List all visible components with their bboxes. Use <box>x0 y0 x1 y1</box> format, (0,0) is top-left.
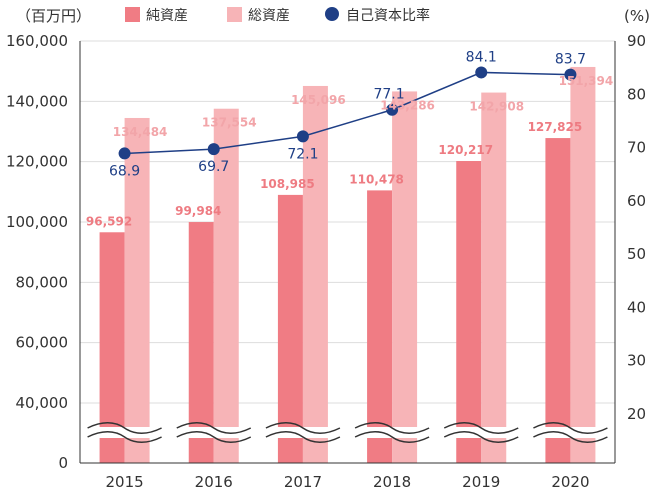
axis-break-wave <box>265 422 341 434</box>
total-assets-value-label: 145,096 <box>291 93 346 107</box>
equity-ratio-point <box>207 143 220 156</box>
gridlines <box>80 40 615 404</box>
right-tick-label: 30 <box>627 352 646 370</box>
left-tick-label: 160,000 <box>6 32 68 50</box>
total-assets-value-label: 151,394 <box>559 74 614 88</box>
axis-break-wave <box>443 422 519 434</box>
axis-break-gap <box>176 427 251 438</box>
axis-break-wave <box>87 431 162 443</box>
legend-marker-equity-ratio <box>325 7 339 21</box>
right-tick-label: 40 <box>627 298 646 316</box>
equity-ratio-line <box>124 71 571 155</box>
axis-break-gap <box>265 427 340 438</box>
axis-breaks <box>87 422 608 443</box>
total-assets-value-label: 143,286 <box>380 98 435 112</box>
total-assets-bar <box>302 85 328 464</box>
ratio-line-series <box>118 66 577 160</box>
total-assets-value-label: 142,908 <box>469 100 524 114</box>
equity-ratio-value-label: 68.9 <box>109 163 140 179</box>
bars <box>99 66 596 464</box>
net-assets-value-label: 99,984 <box>175 204 221 218</box>
axis-break-wave <box>354 431 430 443</box>
left-tick-label: 140,000 <box>6 92 68 110</box>
legend-swatch-net-assets <box>125 7 140 22</box>
equity-ratio-point <box>296 130 309 143</box>
axis-break-gap <box>355 427 430 438</box>
x-tick-label: 2020 <box>551 473 589 491</box>
net-assets-bar <box>367 190 393 464</box>
equity-ratio-value-label: 83.7 <box>555 52 586 68</box>
axes: 0 40,000 60,000 80,000 100,000 120,000 140,000… <box>6 32 646 491</box>
total-assets-value-label: 137,554 <box>202 116 257 130</box>
equity-ratio-point <box>118 147 131 160</box>
total-assets-bar <box>481 92 507 464</box>
right-axis-unit-label: (%) <box>624 7 650 25</box>
net-assets-value-label: 108,985 <box>260 177 315 191</box>
right-tick-label: 90 <box>627 32 646 50</box>
total-assets-bar <box>124 117 150 463</box>
equity-ratio-point <box>564 68 577 81</box>
equity-ratio-value-label: 69.7 <box>198 159 229 175</box>
legend-label-equity-ratio: 自己資本比率 <box>346 7 430 24</box>
total-assets-bar <box>392 91 418 464</box>
right-tick-label: 50 <box>627 245 646 263</box>
legend: 純資産 総資産 自己資本比率 <box>125 7 430 24</box>
axis-break-wave <box>533 431 608 443</box>
net-assets-bar <box>545 138 571 463</box>
left-tick-label: 120,000 <box>6 153 68 171</box>
net-assets-bar <box>277 194 303 463</box>
axis-break-wave <box>176 431 252 443</box>
equity-ratio-value-label: 77.1 <box>373 87 404 103</box>
net-assets-value-label: 120,217 <box>438 143 493 157</box>
x-tick-label: 2018 <box>373 473 411 491</box>
left-tick-label: 80,000 <box>16 273 69 291</box>
total-assets-bar <box>570 66 596 464</box>
axis-break-wave <box>354 422 430 434</box>
x-tick-label: 2015 <box>105 473 143 491</box>
left-tick-label: 0 <box>58 454 68 472</box>
legend-label-net-assets: 純資産 <box>146 8 188 24</box>
net-assets-value-label: 96,592 <box>86 214 132 228</box>
right-tick-label: 60 <box>627 192 646 210</box>
total-assets-bar <box>213 108 239 463</box>
axis-break-wave <box>265 431 341 443</box>
legend-label-total-assets: 総資産 <box>248 8 290 24</box>
right-tick-label: 70 <box>627 139 646 157</box>
axis-break-gap <box>444 427 519 438</box>
right-tick-label: 20 <box>627 405 646 423</box>
left-axis-unit-label: （百万円） <box>16 7 91 25</box>
total-assets-value-label: 134,484 <box>113 125 168 139</box>
equity-ratio-value-label: 72.1 <box>287 146 318 162</box>
left-tick-label: 40,000 <box>16 394 69 412</box>
axis-break-wave <box>176 422 252 434</box>
data-labels: 96,592 134,484 99,984 137,554 108,985 145,096… <box>86 49 613 228</box>
net-assets-value-label: 110,478 <box>349 172 404 186</box>
axis-break-gap <box>533 427 608 438</box>
x-tick-label: 2016 <box>195 473 233 491</box>
axis-break-wave <box>443 431 519 443</box>
x-tick-label: 2017 <box>284 473 322 491</box>
equity-ratio-point <box>386 103 399 116</box>
left-tick-label: 100,000 <box>6 213 68 231</box>
net-assets-bar <box>188 222 214 463</box>
equity-ratio-value-label: 84.1 <box>466 49 497 65</box>
x-tick-label: 2019 <box>462 473 500 491</box>
axis-break-gap <box>87 427 162 438</box>
left-tick-label: 60,000 <box>16 334 69 352</box>
net-assets-bar <box>456 161 482 463</box>
net-assets-value-label: 127,825 <box>528 120 583 134</box>
right-tick-label: 80 <box>627 85 646 103</box>
axis-break-wave <box>533 422 608 434</box>
net-assets-bar <box>99 232 125 463</box>
equity-ratio-point <box>475 66 488 79</box>
axis-break-wave <box>87 422 162 434</box>
legend-swatch-total-assets <box>227 7 242 22</box>
